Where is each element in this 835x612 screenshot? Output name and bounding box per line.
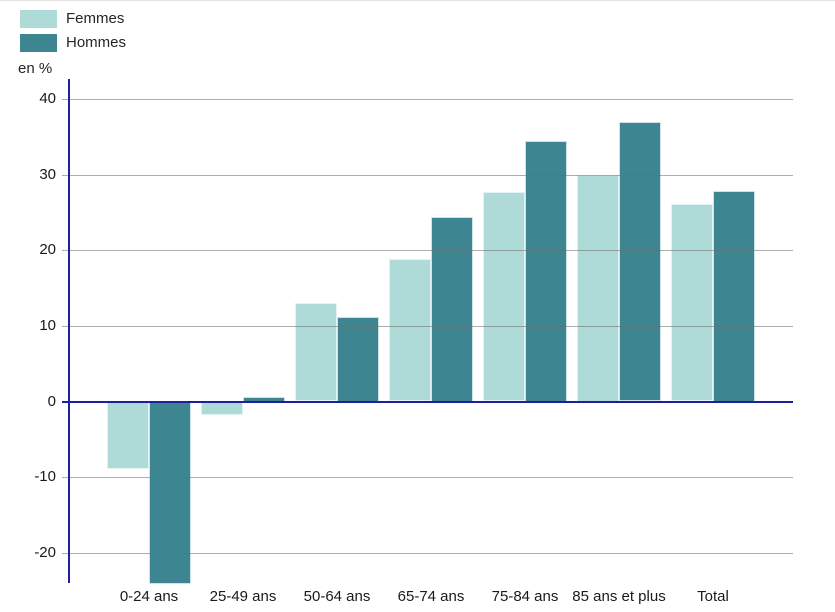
gridline-30	[62, 175, 793, 176]
y-axis-line	[68, 79, 70, 583]
y-axis-tick-label: 10	[39, 317, 56, 334]
y-axis-tick-label: 30	[39, 166, 56, 183]
x-axis-label: 85 ans et plus	[572, 588, 666, 605]
bar-hommes-6	[619, 122, 661, 401]
bar-femmes-2	[201, 402, 243, 415]
y-axis-tick-label: 20	[39, 241, 56, 258]
gridline-20	[62, 250, 793, 251]
bar-femmes-6	[577, 175, 619, 402]
x-axis-label: 25-49 ans	[209, 588, 277, 605]
bar-femmes-7	[671, 204, 713, 401]
legend-swatch-femmes	[20, 10, 57, 28]
gridline-10	[62, 326, 793, 327]
gridline--20	[62, 553, 793, 554]
y-axis-tick-label: -10	[34, 468, 56, 485]
x-axis-label: 0-24 ans	[119, 588, 179, 605]
bar-hommes-7	[713, 191, 755, 402]
y-axis-tick-label: -20	[34, 544, 56, 561]
x-axis-label: Total	[697, 588, 729, 605]
gridline-40	[62, 99, 793, 100]
bar-hommes-1	[149, 402, 191, 584]
bar-hommes-5	[525, 141, 567, 402]
x-axis-label: 65-74 ans	[397, 588, 465, 605]
y-axis-unit-label: en %	[18, 60, 53, 77]
legend-label-hommes: Hommes	[66, 34, 127, 51]
y-axis-tick-label: 0	[47, 393, 56, 410]
y-axis-tick-label: 40	[39, 90, 56, 107]
zero-baseline	[62, 401, 793, 403]
bar-femmes-4	[389, 259, 431, 401]
x-axis-label: 50-64 ans	[303, 588, 371, 605]
legend-swatch-hommes	[20, 34, 57, 52]
legend-label-femmes: Femmes	[66, 10, 125, 27]
x-axis-label: 75-84 ans	[491, 588, 559, 605]
gridline--10	[62, 477, 793, 478]
bar-hommes-3	[337, 317, 379, 402]
bar-femmes-3	[295, 303, 337, 401]
bar-hommes-4	[431, 217, 473, 402]
bar-femmes-5	[483, 192, 525, 401]
bar-femmes-1	[107, 402, 149, 469]
